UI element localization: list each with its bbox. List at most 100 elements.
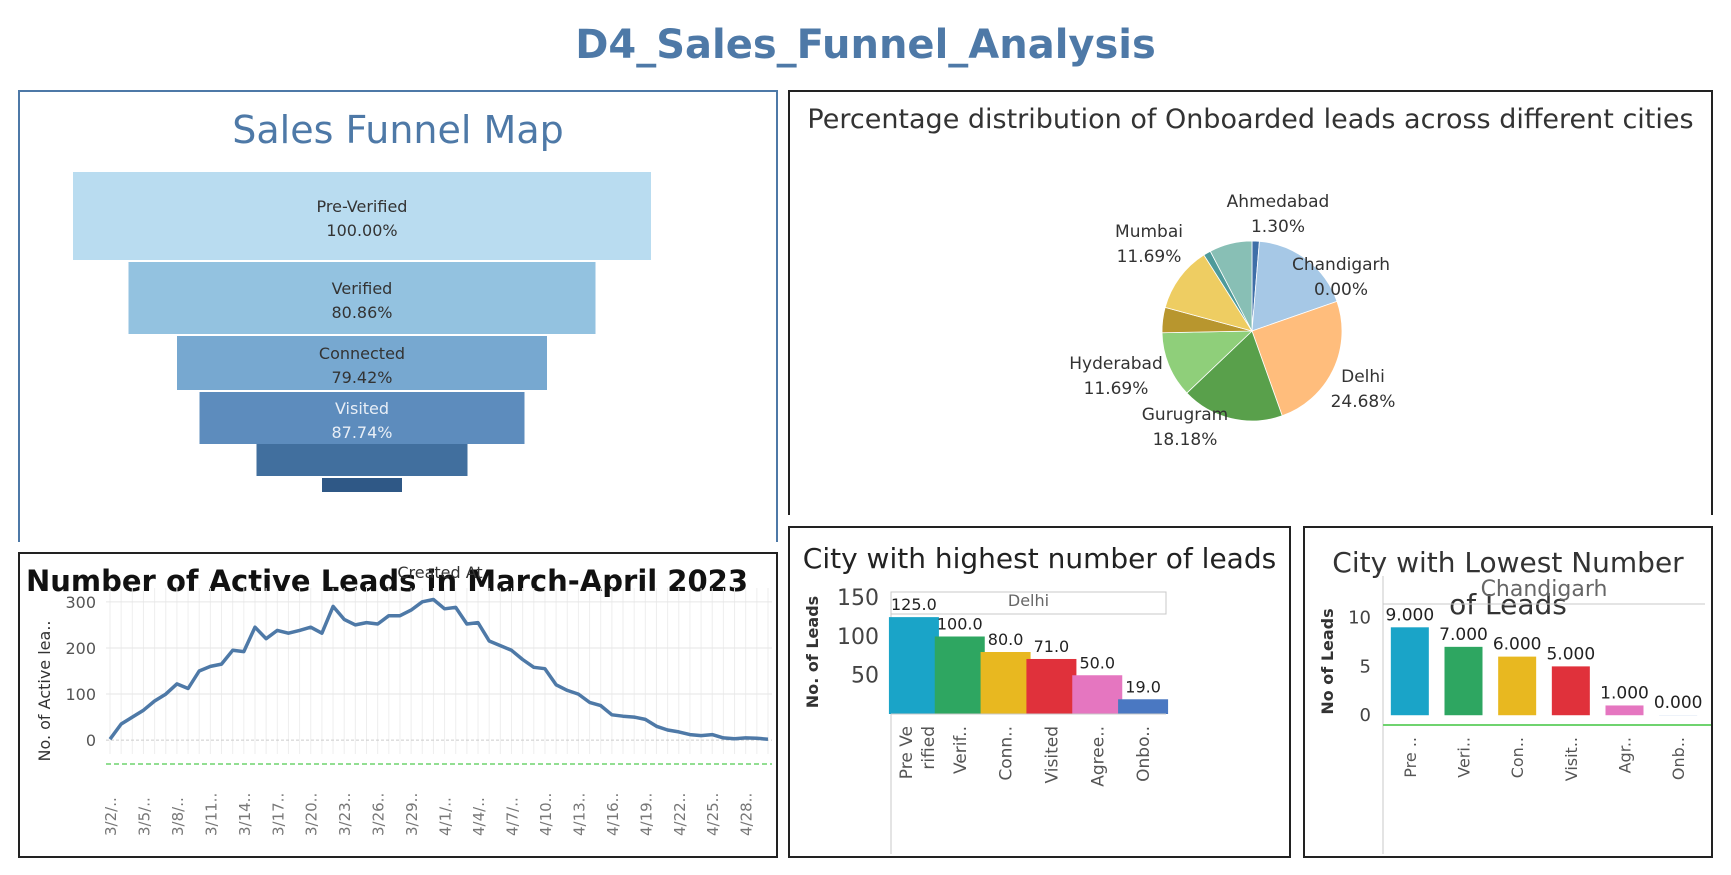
funnel-stage-value: 79.42% bbox=[331, 368, 392, 387]
funnel-stage-value: 100.00% bbox=[326, 221, 397, 240]
bar-ytick: 5 bbox=[1360, 656, 1371, 677]
line-xtick: 4/25.. bbox=[704, 793, 722, 836]
bar-value-label: 9.000 bbox=[1385, 605, 1434, 625]
bar-ytick: 0 bbox=[1360, 705, 1371, 726]
highest-bar-chart: Delhi 50 100 150 No. of Leads 125.0 Pre Ve rifi… bbox=[803, 586, 1169, 854]
bar-value-label: 71.0 bbox=[1034, 637, 1070, 656]
bar-ylabel: No of Leads bbox=[1318, 608, 1337, 714]
pie-label-value: 18.18% bbox=[1153, 430, 1218, 450]
funnel-bar-6 bbox=[322, 478, 402, 492]
line-ytick: 200 bbox=[65, 639, 96, 658]
line-xtick: 4/19.. bbox=[637, 793, 655, 836]
line-xtick: 4/7/.. bbox=[503, 797, 521, 836]
bar-5 bbox=[1605, 705, 1644, 716]
pie-label-value: 0.00% bbox=[1314, 280, 1368, 300]
bar-value-label: 1.000 bbox=[1600, 683, 1649, 703]
facet-label: Delhi bbox=[1008, 591, 1049, 610]
bar-value-label: 0.000 bbox=[1654, 693, 1703, 713]
active-leads-panel: Number of Active Leads in March-April 20… bbox=[18, 552, 778, 858]
bar-1 bbox=[888, 617, 939, 714]
bar-value-label: 100.0 bbox=[937, 615, 983, 634]
sales-funnel-panel: Pre-Verified 100.00% Verified 80.86% Connect… bbox=[18, 90, 778, 542]
bar-category-label: Veri.. bbox=[1455, 737, 1474, 778]
line-ytick: 0 bbox=[86, 731, 96, 750]
line-header: Created At bbox=[397, 563, 482, 582]
bar-1 bbox=[1390, 627, 1429, 716]
line-xtick: 3/11.. bbox=[202, 793, 220, 836]
bar-category-label: Agree.. bbox=[1088, 726, 1108, 787]
bar-category-label: Agr.. bbox=[1616, 737, 1635, 773]
pie-label-value: 1.30% bbox=[1251, 217, 1305, 237]
bar-2 bbox=[1444, 646, 1483, 716]
bar-category-label: Pre Ve bbox=[897, 726, 917, 779]
pie-label-name: Gurugram bbox=[1142, 405, 1228, 425]
bar-5 bbox=[1072, 675, 1123, 714]
line-xtick: 4/16.. bbox=[604, 793, 622, 836]
pie-label-name: Delhi bbox=[1341, 367, 1385, 387]
line-xtick: 3/23.. bbox=[336, 793, 354, 836]
pie-label-value: 11.69% bbox=[1117, 247, 1182, 267]
bar-category-label: rified bbox=[919, 726, 939, 770]
onboarded-pie-panel: Percentage distribution of Onboarded lea… bbox=[788, 90, 1713, 515]
line-xtick: 4/1/.. bbox=[437, 797, 455, 836]
bar-6 bbox=[1118, 699, 1169, 714]
funnel-stage-value: 87.74% bbox=[331, 423, 392, 442]
funnel-bar-5 bbox=[256, 444, 468, 476]
funnel-stage-label: Pre-Verified bbox=[317, 197, 408, 216]
pie-label-name: Ahmedabad bbox=[1227, 192, 1330, 212]
lowest-city-panel: City with Lowest Number of Leads Chandig… bbox=[1303, 526, 1713, 858]
bar-value-label: 50.0 bbox=[1079, 653, 1115, 672]
funnel-stage-label: Connected bbox=[319, 344, 405, 363]
line-title: Number of Active Leads in March-April 20… bbox=[26, 564, 749, 598]
line-xtick: 3/17.. bbox=[269, 793, 287, 836]
bar-value-label: 19.0 bbox=[1125, 677, 1161, 696]
line-series bbox=[108, 597, 769, 741]
line-xtick: 3/8/.. bbox=[169, 797, 187, 836]
dashboard-title: D4_Sales_Funnel_Analysis bbox=[575, 22, 1156, 68]
funnel-stage-value: 80.86% bbox=[331, 303, 392, 322]
funnel-bar-2 bbox=[128, 262, 596, 334]
bar-ytick: 100 bbox=[837, 625, 879, 650]
bar-3 bbox=[980, 652, 1031, 714]
bar-value-label: 6.000 bbox=[1493, 635, 1542, 655]
pie-label-value: 24.68% bbox=[1331, 392, 1396, 412]
lowest-bar-chart: Chandigarh 0 5 10 No of Leads 9.000 Pre .. 7.00… bbox=[1318, 576, 1711, 854]
bar-ylabel: No. of Leads bbox=[803, 596, 822, 708]
funnel-bar-1 bbox=[73, 172, 651, 260]
pie-slice-10 bbox=[1209, 240, 1253, 332]
line-xtick: 3/14.. bbox=[236, 793, 254, 836]
line-xtick: 4/22.. bbox=[671, 793, 689, 836]
pie-chart: Ahmedabad 1.30% Chandigarh 0.00% Delhi 24.68%… bbox=[1069, 192, 1396, 450]
line-xtick: 3/20.. bbox=[303, 793, 321, 836]
bar-ytick: 50 bbox=[851, 664, 879, 689]
bar-value-label: 7.000 bbox=[1439, 625, 1488, 645]
bar-value-label: 5.000 bbox=[1546, 644, 1595, 664]
funnel-stage-label: Visited bbox=[335, 399, 389, 418]
line-xtick: 4/28.. bbox=[738, 793, 756, 836]
highest-city-panel: City with highest number of leads Delhi 5… bbox=[788, 526, 1291, 858]
bar-2 bbox=[934, 636, 985, 714]
bar-category-label: Con.. bbox=[1508, 737, 1527, 778]
line-xtick: 3/2/.. bbox=[102, 797, 120, 836]
funnel-chart: Pre-Verified 100.00% Verified 80.86% Connect… bbox=[73, 172, 651, 492]
line-xtick: 4/4/.. bbox=[470, 797, 488, 836]
pie-slice-8 bbox=[1164, 254, 1253, 332]
funnel-bar-3 bbox=[177, 336, 547, 390]
funnel-title: Sales Funnel Map bbox=[232, 108, 564, 152]
bar-ytick: 150 bbox=[837, 586, 879, 611]
bar-category-label: Onbo.. bbox=[1134, 726, 1154, 782]
pie-slice-5 bbox=[1186, 330, 1283, 422]
bar-ytick: 10 bbox=[1348, 608, 1371, 629]
line-xtick: 4/13.. bbox=[570, 793, 588, 836]
bar-3 bbox=[1498, 656, 1537, 716]
bar-4 bbox=[1551, 666, 1590, 716]
bar-category-label: Visit.. bbox=[1562, 737, 1581, 781]
funnel-stage-label: Verified bbox=[332, 279, 393, 298]
highest-title: City with highest number of leads bbox=[802, 542, 1277, 575]
bar-category-label: Conn.. bbox=[997, 726, 1017, 781]
line-ylabel: No. of Active lea.. bbox=[35, 621, 54, 762]
bar-4 bbox=[1026, 658, 1077, 714]
bar-value-label: 80.0 bbox=[988, 630, 1024, 649]
bar-category-label: Pre .. bbox=[1401, 737, 1420, 778]
funnel-bar-4 bbox=[199, 392, 525, 444]
